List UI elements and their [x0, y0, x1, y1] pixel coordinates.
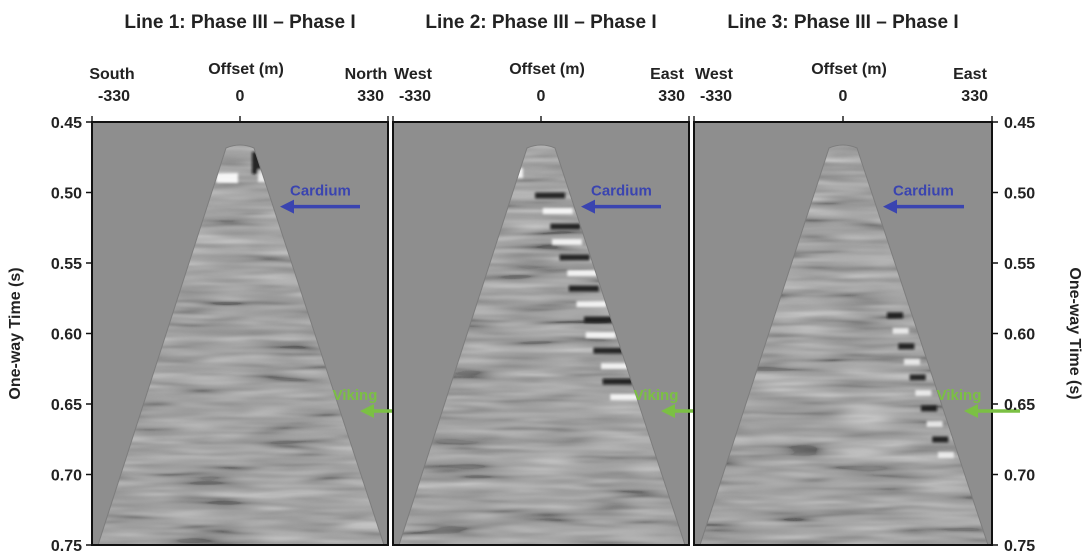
annotation-label: Viking	[333, 387, 378, 404]
data-boundary	[398, 144, 686, 545]
y-tick-label: 0.60	[1004, 327, 1035, 344]
y-tick-label: 0.45	[1004, 115, 1035, 132]
y-tick-label: 0.75	[1004, 538, 1035, 555]
annotation-label: Cardium	[290, 183, 351, 200]
annotation-arrow-head	[661, 404, 675, 419]
direction-left-label: West	[394, 66, 433, 83]
annotation-cardium: Cardium	[883, 183, 964, 214]
annotation-label: Viking	[937, 387, 982, 404]
y-tick-label: 0.65	[1004, 397, 1035, 414]
data-boundary	[699, 144, 989, 545]
y-axis-label-right: One-way Time (s)	[1066, 267, 1083, 399]
panel-border	[392, 121, 690, 546]
panel-title: Line 2: Phase III – Phase I	[425, 12, 656, 33]
annotation-arrow-head	[280, 199, 294, 214]
panel-title: Line 1: Phase III – Phase I	[124, 12, 355, 33]
seismic-panel	[392, 121, 690, 546]
direction-right-label: East	[953, 66, 987, 83]
y-axis-label-left: One-way Time (s)	[7, 267, 24, 399]
annotation-arrow-head	[964, 404, 978, 419]
y-tick-label: 0.55	[51, 256, 82, 273]
x-tick-label: -330	[399, 88, 431, 105]
offset-axis-label: Offset (m)	[811, 61, 887, 78]
x-tick-label: 0	[537, 88, 546, 105]
direction-left-label: South	[89, 66, 134, 83]
x-tick-label: -330	[700, 88, 732, 105]
annotation-label: Cardium	[591, 183, 652, 200]
annotation-arrow-head	[883, 199, 897, 214]
offset-axis-label: Offset (m)	[208, 61, 284, 78]
y-tick-label: 0.50	[51, 186, 82, 203]
y-tick-label: 0.75	[51, 538, 82, 555]
x-tick-label: 0	[839, 88, 848, 105]
offset-axis-label: Offset (m)	[509, 61, 585, 78]
annotation-cardium: Cardium	[581, 183, 661, 214]
annotation-label: Cardium	[893, 183, 954, 200]
x-tick-label: 0	[236, 88, 245, 105]
seismic-panel	[693, 121, 993, 546]
direction-right-label: North	[345, 66, 388, 83]
data-boundary	[97, 144, 385, 545]
panel-title: Line 3: Phase III – Phase I	[727, 12, 958, 33]
strong-events	[887, 312, 955, 458]
direction-right-label: East	[650, 66, 684, 83]
y-tick-label: 0.45	[51, 115, 82, 132]
y-tick-label: 0.70	[1004, 468, 1035, 485]
x-tick-label: 330	[658, 88, 685, 105]
annotation-viking: Viking	[937, 387, 1020, 419]
annotation-cardium: Cardium	[280, 183, 360, 214]
y-tick-label: 0.70	[51, 468, 82, 485]
y-tick-label: 0.55	[1004, 256, 1035, 273]
x-tick-label: 330	[961, 88, 988, 105]
direction-left-label: West	[695, 66, 734, 83]
x-tick-label: 330	[357, 88, 384, 105]
annotation-label: Viking	[634, 387, 679, 404]
annotation-arrow-head	[360, 404, 374, 419]
seismic-panel	[91, 121, 389, 546]
y-tick-label: 0.65	[51, 397, 82, 414]
y-tick-label: 0.50	[1004, 186, 1035, 203]
y-tick-label: 0.60	[51, 327, 82, 344]
x-tick-label: -330	[98, 88, 130, 105]
annotation-arrow-head	[581, 199, 595, 214]
